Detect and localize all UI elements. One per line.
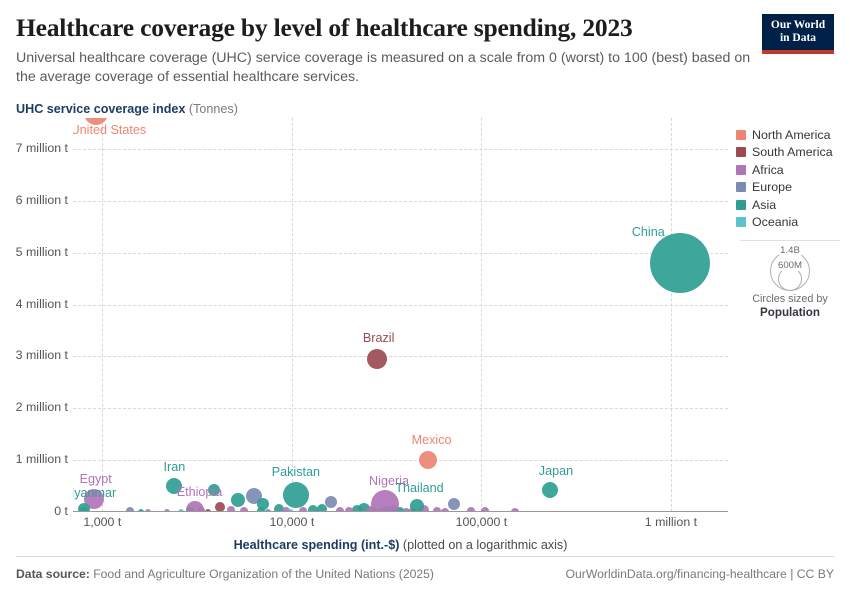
data-point-label-japan: Japan bbox=[538, 463, 574, 478]
x-tick-label: 1 million t bbox=[644, 515, 698, 529]
data-point[interactable] bbox=[448, 497, 461, 510]
y-axis-title-bold: UHC service coverage index bbox=[16, 102, 186, 116]
x-tick-label: 1,000 t bbox=[83, 515, 122, 529]
owid-logo-line1: Our World bbox=[770, 19, 826, 32]
gridline-vertical bbox=[481, 118, 483, 512]
x-tick-label: 100,000 t bbox=[455, 515, 508, 529]
data-point[interactable] bbox=[208, 484, 221, 497]
data-point-label-brazil: Brazil bbox=[362, 331, 395, 346]
data-point-nigeria[interactable] bbox=[371, 490, 399, 512]
legend-item-label: Asia bbox=[752, 197, 777, 212]
legend-swatch-icon bbox=[736, 217, 746, 228]
y-tick-label: 6 million t bbox=[15, 192, 68, 207]
legend-item-label: South America bbox=[752, 145, 833, 160]
gridline-vertical bbox=[102, 118, 104, 512]
footer-divider bbox=[16, 556, 834, 557]
data-point-pakistan[interactable] bbox=[282, 481, 309, 508]
page-title: Healthcare coverage by level of healthca… bbox=[16, 13, 633, 42]
data-point-label-nigeria: Nigeria bbox=[369, 474, 409, 489]
size-legend-caption: Circles sized by Population bbox=[740, 293, 840, 321]
data-point-label-china: China bbox=[631, 225, 665, 240]
data-point-united-states[interactable] bbox=[84, 118, 109, 125]
data-point-label-iran: Iran bbox=[163, 460, 186, 475]
data-point-japan[interactable] bbox=[541, 481, 558, 498]
data-point-iran[interactable] bbox=[166, 478, 183, 495]
data-point[interactable] bbox=[245, 488, 262, 505]
y-axis-title-unit: (Tonnes) bbox=[185, 102, 238, 116]
legend-item-north-america[interactable]: North America bbox=[736, 126, 846, 144]
chart-subtitle: Universal healthcare coverage (UHC) serv… bbox=[16, 50, 751, 85]
data-point[interactable] bbox=[256, 498, 269, 511]
y-axis-title: UHC service coverage index (Tonnes) bbox=[16, 102, 238, 116]
legend-item-south-america[interactable]: South America bbox=[736, 144, 846, 162]
legend-swatch-icon bbox=[736, 164, 746, 175]
y-tick-label: 3 million t bbox=[15, 348, 68, 363]
data-point-label-mexico: Mexico bbox=[411, 433, 452, 448]
data-point-label-pakistan: Pakistan bbox=[271, 464, 321, 479]
gridline-vertical bbox=[291, 118, 293, 512]
gridline-horizontal bbox=[73, 356, 728, 358]
legend-divider bbox=[740, 240, 840, 241]
size-legend-bubbles: 1.4B 600M bbox=[740, 245, 840, 291]
x-axis-title-plain: (plotted on a logarithmic axis) bbox=[399, 538, 568, 552]
owid-logo[interactable]: Our World in Data bbox=[762, 14, 834, 54]
header: Healthcare coverage by level of healthca… bbox=[16, 13, 761, 87]
gridline-horizontal bbox=[73, 252, 728, 254]
legend-item-europe[interactable]: Europe bbox=[736, 179, 846, 197]
data-point-label-ethiopia: Ethiopia bbox=[176, 484, 223, 499]
gridline-vertical bbox=[670, 118, 672, 512]
y-tick-label: 7 million t bbox=[15, 141, 68, 156]
footer-source-text: Food and Agriculture Organization of the… bbox=[89, 567, 434, 581]
legend-item-label: North America bbox=[752, 127, 831, 142]
size-legend-caption-text: Circles sized by bbox=[752, 293, 828, 305]
footer-link[interactable]: OurWorldinData.org/financing-healthcare … bbox=[565, 567, 834, 581]
plot-area: China Nigeria Pakistan United States Brazil E… bbox=[73, 118, 728, 512]
x-axis-title-bold: Healthcare spending (int.-$) bbox=[233, 538, 400, 552]
owid-logo-line2: in Data bbox=[779, 31, 817, 44]
gridline-horizontal bbox=[73, 304, 728, 306]
size-legend-outer-label: 1.4B bbox=[779, 245, 801, 256]
data-point-mexico[interactable] bbox=[418, 451, 437, 470]
data-point-label-myanmar: Myanmar bbox=[73, 485, 117, 500]
gridline-horizontal bbox=[73, 149, 728, 151]
gridline-horizontal bbox=[73, 408, 728, 410]
data-point[interactable] bbox=[231, 493, 246, 508]
legend-item-label: Africa bbox=[752, 162, 784, 177]
legend-swatch-icon bbox=[736, 129, 746, 140]
gridline-horizontal bbox=[73, 200, 728, 202]
x-tick-label: 10,000 t bbox=[269, 515, 315, 529]
size-legend: 1.4B 600M Circles sized by Population bbox=[740, 245, 840, 321]
legend-item-label: Europe bbox=[752, 180, 792, 195]
data-point-thailand[interactable] bbox=[410, 498, 425, 512]
data-point-label-egypt: Egypt bbox=[79, 472, 112, 487]
legend-item-label: Oceania bbox=[752, 215, 799, 230]
size-legend-inner-label: 600M bbox=[777, 260, 803, 271]
legend-swatch-icon bbox=[736, 147, 746, 158]
y-tick-label: 0 t bbox=[54, 504, 68, 518]
legend-swatch-icon bbox=[736, 182, 746, 193]
y-tick-label: 4 million t bbox=[15, 296, 68, 311]
x-axis-title: Healthcare spending (int.-$) (plotted on… bbox=[73, 538, 728, 552]
continent-legend: North America South America Africa Europe As… bbox=[736, 126, 846, 231]
data-point-egypt[interactable] bbox=[83, 489, 104, 510]
data-point[interactable] bbox=[324, 496, 337, 509]
x-axis-line bbox=[73, 511, 728, 512]
legend-item-africa[interactable]: Africa bbox=[736, 161, 846, 179]
footer-source-label: Data source: bbox=[16, 567, 90, 581]
y-tick-label: 1 million t bbox=[15, 452, 68, 467]
gridline-horizontal bbox=[73, 460, 728, 462]
data-point-label-united-states: United States bbox=[73, 122, 147, 137]
legend-item-oceania[interactable]: Oceania bbox=[736, 214, 846, 232]
size-legend-caption-bold: Population bbox=[760, 306, 820, 320]
data-point-brazil[interactable] bbox=[366, 349, 387, 370]
footer-source: Data source: Food and Agriculture Organi… bbox=[16, 567, 434, 581]
y-tick-label: 2 million t bbox=[15, 400, 68, 415]
data-point-label-thailand: Thailand bbox=[395, 480, 444, 495]
legend-swatch-icon bbox=[736, 199, 746, 210]
y-tick-label: 5 million t bbox=[15, 244, 68, 259]
legend-item-asia[interactable]: Asia bbox=[736, 196, 846, 214]
data-point-china[interactable] bbox=[650, 233, 711, 294]
